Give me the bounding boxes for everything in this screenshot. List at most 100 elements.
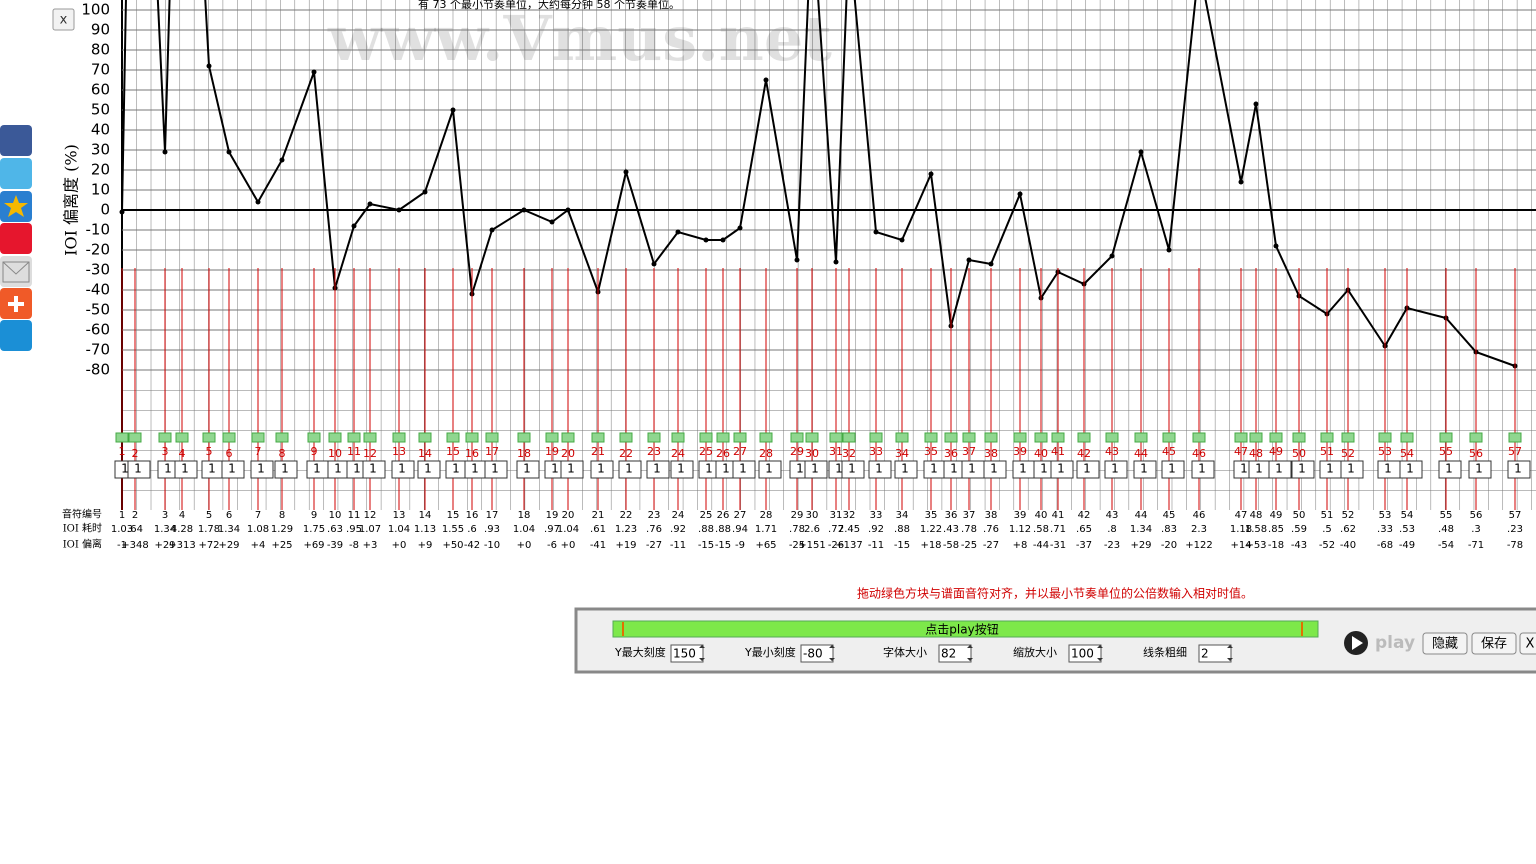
interval-input-box[interactable] <box>1268 460 1292 479</box>
interval-input-box[interactable] <box>1133 460 1157 479</box>
drag-handle[interactable] <box>1192 432 1206 443</box>
interval-input-box[interactable] <box>590 460 614 479</box>
drag-handle[interactable] <box>1439 432 1453 443</box>
drag-handle[interactable] <box>1292 432 1306 443</box>
drag-handle[interactable] <box>790 432 804 443</box>
interval-input-box[interactable] <box>1438 460 1462 479</box>
drag-handle[interactable] <box>1269 432 1283 443</box>
close-button[interactable]: x <box>52 8 75 31</box>
drag-handle[interactable] <box>829 432 843 443</box>
drag-handle[interactable] <box>759 432 773 443</box>
progress-bar[interactable] <box>612 620 1319 638</box>
interval-input-box[interactable] <box>1076 460 1100 479</box>
drag-handle[interactable] <box>222 432 236 443</box>
drag-handle[interactable] <box>1034 432 1048 443</box>
interval-input-box[interactable] <box>1340 460 1364 479</box>
drag-handle[interactable] <box>591 432 605 443</box>
interval-input-box[interactable] <box>1507 460 1531 479</box>
interval-input-box[interactable] <box>868 460 892 479</box>
drag-handle[interactable] <box>1162 432 1176 443</box>
drag-handle[interactable] <box>1320 432 1334 443</box>
interval-input-box[interactable] <box>174 460 198 479</box>
help-icon[interactable] <box>0 320 32 351</box>
drag-handle[interactable] <box>485 432 499 443</box>
interval-input-box[interactable] <box>758 460 782 479</box>
drag-handle[interactable] <box>805 432 819 443</box>
interval-input-box[interactable] <box>841 460 865 479</box>
interval-input-box[interactable] <box>221 460 245 479</box>
drag-handle[interactable] <box>465 432 479 443</box>
drag-handle[interactable] <box>1013 432 1027 443</box>
drag-handle[interactable] <box>175 432 189 443</box>
drag-handle[interactable] <box>251 432 265 443</box>
interval-input-box[interactable] <box>1468 460 1492 479</box>
interval-input-box[interactable] <box>484 460 508 479</box>
facebook-icon[interactable] <box>0 125 32 156</box>
drag-handle[interactable] <box>1234 432 1248 443</box>
control-input[interactable] <box>800 644 834 663</box>
interval-input-box[interactable] <box>516 460 540 479</box>
drag-handle[interactable] <box>561 432 575 443</box>
interval-input-box[interactable] <box>804 460 828 479</box>
drag-handle[interactable] <box>363 432 377 443</box>
interval-input-box[interactable] <box>274 460 298 479</box>
drag-handle[interactable] <box>1051 432 1065 443</box>
drag-handle[interactable] <box>1077 432 1091 443</box>
mail-icon[interactable] <box>0 256 32 287</box>
interval-input-box[interactable] <box>1291 460 1315 479</box>
drag-handle[interactable] <box>1134 432 1148 443</box>
drag-handle[interactable] <box>1378 432 1392 443</box>
drag-handle[interactable] <box>158 432 172 443</box>
interval-input-box[interactable] <box>1399 460 1423 479</box>
drag-handle[interactable] <box>392 432 406 443</box>
drag-handle[interactable] <box>545 432 559 443</box>
drag-handle[interactable] <box>699 432 713 443</box>
drag-handle[interactable] <box>962 432 976 443</box>
interval-input-box[interactable] <box>250 460 274 479</box>
panel-button[interactable] <box>1519 632 1536 655</box>
interval-input-box[interactable] <box>1104 460 1128 479</box>
drag-handle[interactable] <box>202 432 216 443</box>
drag-handle[interactable] <box>895 432 909 443</box>
interval-input-box[interactable] <box>670 460 694 479</box>
panel-button[interactable] <box>1422 632 1468 655</box>
interval-input-box[interactable] <box>362 460 386 479</box>
drag-handle[interactable] <box>328 432 342 443</box>
weibo-icon[interactable] <box>0 223 32 254</box>
control-input[interactable] <box>1198 644 1232 663</box>
interval-input-box[interactable] <box>417 460 441 479</box>
drag-handle[interactable] <box>924 432 938 443</box>
drag-handle[interactable] <box>446 432 460 443</box>
drag-handle[interactable] <box>1508 432 1522 443</box>
twitter-icon[interactable] <box>0 158 32 189</box>
play-button[interactable]: play <box>1344 631 1415 655</box>
drag-handle[interactable] <box>1249 432 1263 443</box>
interval-input-box[interactable] <box>894 460 918 479</box>
drag-handle[interactable] <box>275 432 289 443</box>
drag-handle[interactable] <box>1469 432 1483 443</box>
drag-handle[interactable] <box>647 432 661 443</box>
drag-handle[interactable] <box>307 432 321 443</box>
interval-input-box[interactable] <box>983 460 1007 479</box>
interval-input-box[interactable] <box>618 460 642 479</box>
interval-input-box[interactable] <box>1161 460 1185 479</box>
drag-handle[interactable] <box>619 432 633 443</box>
interval-input-box[interactable] <box>732 460 756 479</box>
drag-handle[interactable] <box>517 432 531 443</box>
interval-input-box[interactable] <box>1191 460 1215 479</box>
drag-handle[interactable] <box>869 432 883 443</box>
control-input[interactable] <box>1068 644 1102 663</box>
interval-input-box[interactable] <box>560 460 584 479</box>
drag-handle[interactable] <box>347 432 361 443</box>
drag-handle[interactable] <box>842 432 856 443</box>
interval-input-box[interactable] <box>646 460 670 479</box>
interval-input-box[interactable] <box>1050 460 1074 479</box>
drag-handle[interactable] <box>128 432 142 443</box>
drag-handle[interactable] <box>944 432 958 443</box>
drag-handle[interactable] <box>115 432 129 443</box>
control-input[interactable] <box>938 644 972 663</box>
drag-handle[interactable] <box>1341 432 1355 443</box>
drag-handle[interactable] <box>716 432 730 443</box>
interval-input-box[interactable] <box>391 460 415 479</box>
drag-handle[interactable] <box>418 432 432 443</box>
